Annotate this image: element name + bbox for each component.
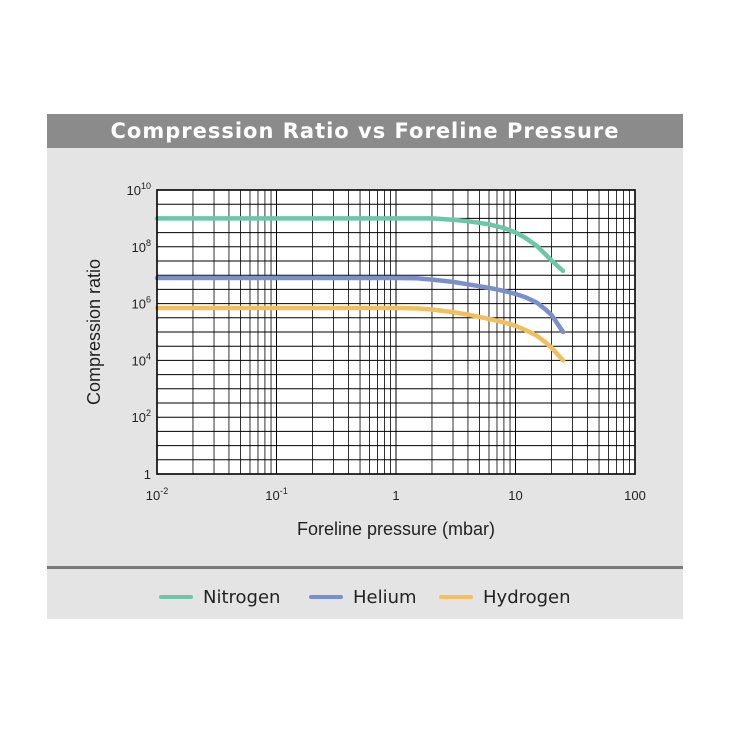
x-tick-label: 1 [392, 488, 399, 503]
y-axis-label: Compression ratio [84, 259, 104, 405]
plot-frame [156, 189, 636, 475]
legend-label: Nitrogen [203, 586, 281, 608]
y-tick-label: 104 [132, 351, 151, 368]
y-tick-label: 102 [132, 408, 151, 425]
legend-swatch [439, 595, 473, 599]
y-tick-label: 1 [144, 467, 151, 482]
series-line-helium [154, 275, 566, 335]
y-tick-label: 106 [132, 295, 151, 312]
legend-label: Hydrogen [483, 586, 571, 608]
x-tick-label: 10-1 [265, 486, 287, 503]
legend-item-nitrogen: Nitrogen [159, 582, 280, 612]
x-tick-label: 10-2 [146, 486, 168, 503]
x-axis-label: Foreline pressure (mbar) [297, 519, 495, 539]
legend-label: Helium [353, 586, 417, 608]
chart-title: Compression Ratio vs Foreline Pressure [47, 114, 683, 148]
series-lines [154, 216, 566, 363]
grid [156, 190, 635, 475]
y-tick-label: 1010 [127, 181, 151, 198]
legend-divider [47, 566, 683, 569]
chart-panel: Compression Ratio vs Foreline Pressure 1… [47, 114, 683, 619]
legend-item-hydrogen: Hydrogen [439, 582, 571, 612]
x-tick-label: 100 [624, 488, 646, 503]
chart: 10-2 10-1 1 10 100 1 102 104 106 108 1010 Foreline… [84, 181, 646, 539]
y-tick-label: 108 [132, 238, 151, 255]
x-tick-label: 10 [508, 488, 522, 503]
legend-swatch [309, 595, 343, 599]
legend-item-helium: Helium [309, 582, 417, 612]
series-line-nitrogen [154, 216, 566, 274]
series-line-hydrogen [154, 305, 566, 363]
legend: Nitrogen Helium Hydrogen [47, 582, 683, 612]
legend-swatch [159, 595, 193, 599]
tick-labels: 10-2 10-1 1 10 100 1 102 104 106 108 1010 [127, 181, 646, 503]
